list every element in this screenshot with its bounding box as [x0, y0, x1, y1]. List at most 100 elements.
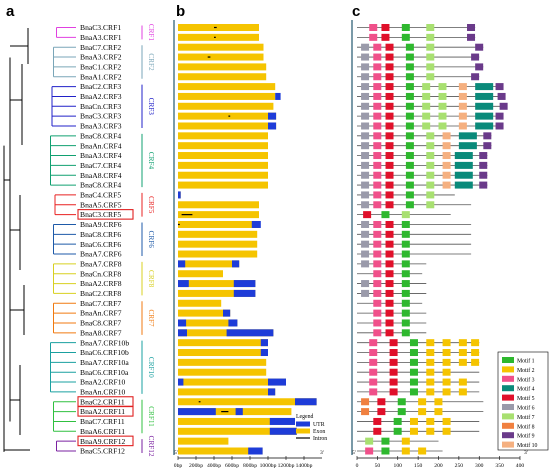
motif-box [385, 280, 394, 288]
exon-bar [178, 43, 264, 51]
gene-label: BnaC4.CRF5 [80, 191, 121, 200]
utr-bar [260, 339, 268, 347]
motif-box [442, 171, 451, 179]
motif-box [361, 83, 370, 91]
motif-box [458, 102, 467, 110]
exon-bar [178, 161, 268, 169]
legend-swatch [502, 366, 514, 373]
utr-bar [268, 112, 277, 120]
motif-box [409, 378, 418, 386]
x-tick-label: 400 [516, 463, 525, 469]
motif-box [373, 171, 382, 179]
motif-box [373, 132, 382, 140]
motif-box [361, 112, 370, 120]
motif-box [475, 43, 484, 51]
motif-box [369, 388, 378, 396]
motif-box [361, 171, 370, 179]
motif-box [397, 408, 406, 416]
legend-swatch [502, 385, 514, 392]
subfamily-label: CRF5 [147, 196, 155, 214]
motif-box [499, 102, 508, 110]
motif-box [361, 280, 370, 288]
motif-box [389, 349, 398, 357]
x-tick-label: 350 [495, 463, 504, 469]
motif-box [401, 289, 410, 297]
motif-box [389, 339, 398, 347]
motif-box [369, 358, 378, 366]
motif-box [454, 181, 473, 189]
motif-box [401, 260, 410, 268]
motif-box [385, 181, 394, 189]
motif-box [495, 112, 504, 120]
motif-box [454, 171, 473, 179]
motif-box [422, 83, 431, 91]
motif-box [385, 161, 394, 169]
motif-box [458, 349, 467, 357]
motif-box [458, 142, 477, 150]
motif-box [385, 43, 394, 51]
x-tick-label: 150 [414, 463, 423, 469]
exon-bar [178, 211, 259, 219]
exon-bar [178, 24, 259, 31]
motif-box [361, 240, 370, 248]
legend-swatch [502, 413, 514, 420]
motif-box [389, 388, 398, 396]
motif-box [385, 260, 394, 268]
x-tick-label: 200bp [189, 463, 203, 469]
utr-bar [275, 92, 281, 100]
motif-box [475, 63, 484, 71]
motif-box [442, 142, 451, 150]
motif-box [385, 63, 394, 71]
exon-bar [178, 270, 223, 278]
motif-box [458, 112, 467, 120]
motif-box [377, 408, 386, 416]
motif-box [385, 220, 394, 228]
motif-box [401, 299, 410, 307]
motif-box [442, 181, 451, 189]
gene-label: BnaA2.CRF10 [80, 378, 126, 387]
motif-box [363, 211, 372, 219]
motif-box [405, 201, 414, 209]
utr-bar [223, 309, 231, 317]
exon-bar [178, 280, 256, 288]
motif-box [385, 142, 394, 150]
utr-bar [269, 427, 297, 435]
motif-box [369, 33, 378, 41]
x-tick-label: 50 [375, 463, 381, 469]
motif-box [405, 122, 414, 130]
motif-box [418, 408, 427, 416]
exon-bar [178, 309, 231, 317]
motif-box [397, 398, 406, 406]
gene-label: BnaC2.CRF8 [80, 289, 121, 298]
motif-box [405, 63, 414, 71]
motif-box [373, 191, 382, 199]
gene-label: BnaC2.CRF11 [80, 397, 125, 406]
motif-box [401, 33, 410, 41]
motif-box [401, 211, 410, 219]
utr-bar [228, 319, 238, 327]
motif-box [385, 250, 394, 258]
motif-box [458, 358, 467, 366]
motif-box [458, 378, 467, 386]
motif-box [426, 73, 435, 81]
motif-box [438, 83, 447, 91]
motif-box [361, 250, 370, 258]
motif-box [434, 408, 443, 416]
motif-box [475, 122, 494, 130]
exon-bar [178, 102, 274, 110]
gene-label: BnaA8.CRF7 [80, 328, 122, 337]
exon-bar [178, 250, 258, 258]
motif-box [405, 171, 414, 179]
gene-label: BnaA2.CRF11 [80, 407, 125, 416]
motif-box [385, 191, 394, 199]
motif-box [409, 368, 418, 376]
exon-bar [178, 83, 276, 91]
motif-box [471, 53, 480, 61]
legend-label: Motif 5 [517, 395, 535, 402]
exon-bar [178, 220, 259, 228]
motif-box [426, 63, 435, 71]
motif-box [385, 329, 394, 337]
motif-box [401, 270, 410, 278]
motif-box [438, 122, 447, 130]
motif-box [361, 142, 370, 150]
